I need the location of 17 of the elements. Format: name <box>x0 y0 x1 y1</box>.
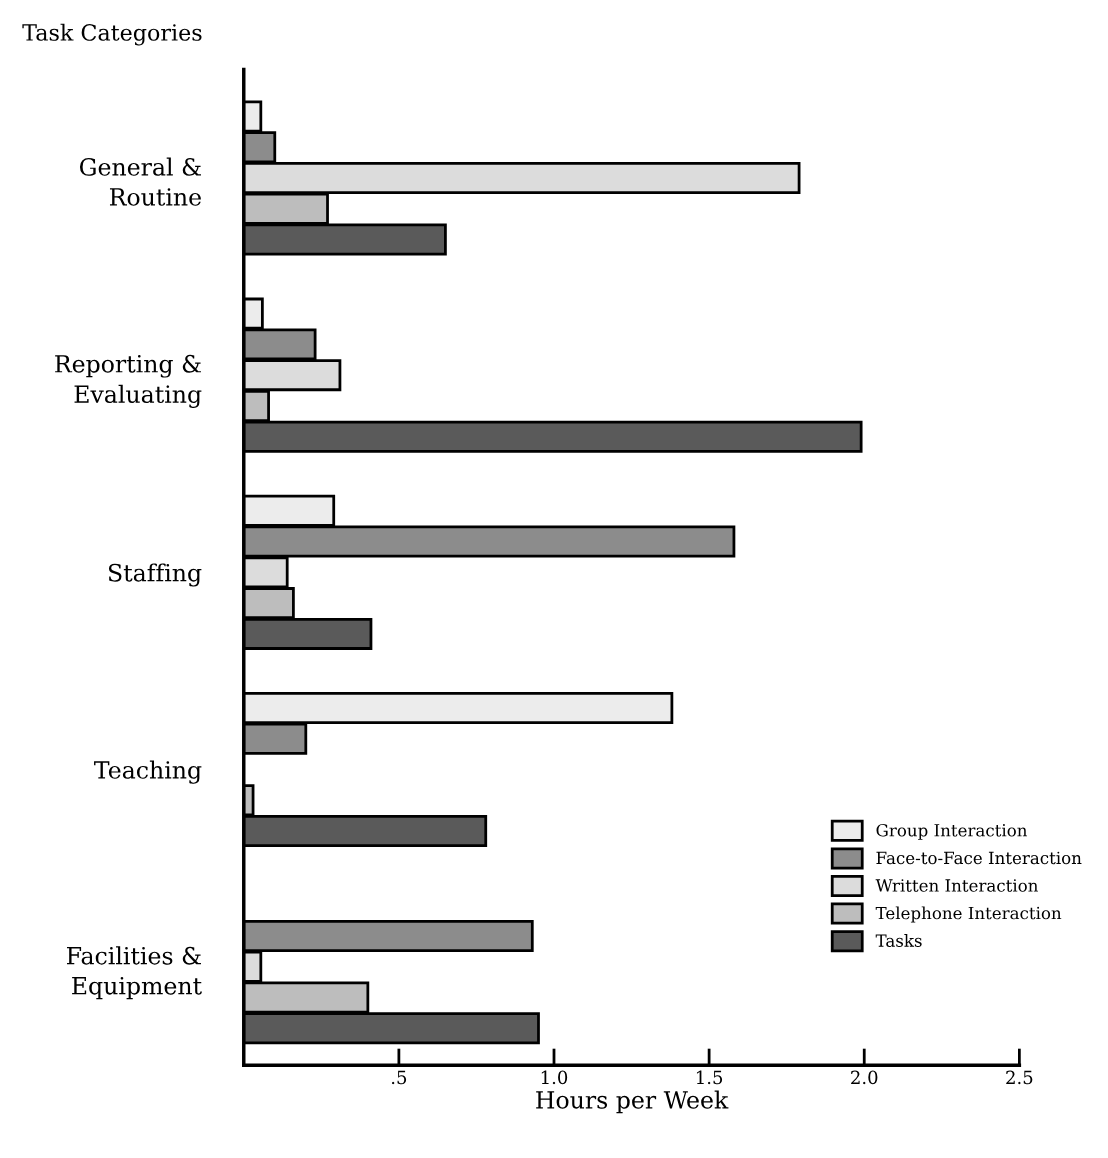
legend-label: Written Interaction <box>875 879 1038 892</box>
legend-label: Telephone Interaction <box>875 906 1062 923</box>
x-tick-label: 2.0 <box>851 1070 878 1085</box>
y-tick-label: Facilities & Equipment <box>67 946 202 1000</box>
y-tick-label: Staffing <box>108 563 202 587</box>
x-tick-label: .5 <box>391 1070 407 1085</box>
legend-label: Face-to-Face Interaction <box>876 851 1082 865</box>
x-tick-label: 1.5 <box>696 1070 723 1085</box>
chart-title: Task Categories <box>22 23 202 46</box>
y-tick-label: General & Routine <box>79 157 201 206</box>
x-tick-label: 2.5 <box>1006 1070 1033 1085</box>
y-tick-label: Reporting & Evaluating <box>55 354 202 408</box>
x-axis-title: Hours per Week <box>536 1090 729 1114</box>
x-tick-label: 1.0 <box>541 1070 568 1085</box>
legend-label: Tasks <box>875 934 922 947</box>
y-tick-label: Teaching <box>94 760 202 784</box>
legend-label: Group Interaction <box>876 823 1028 840</box>
